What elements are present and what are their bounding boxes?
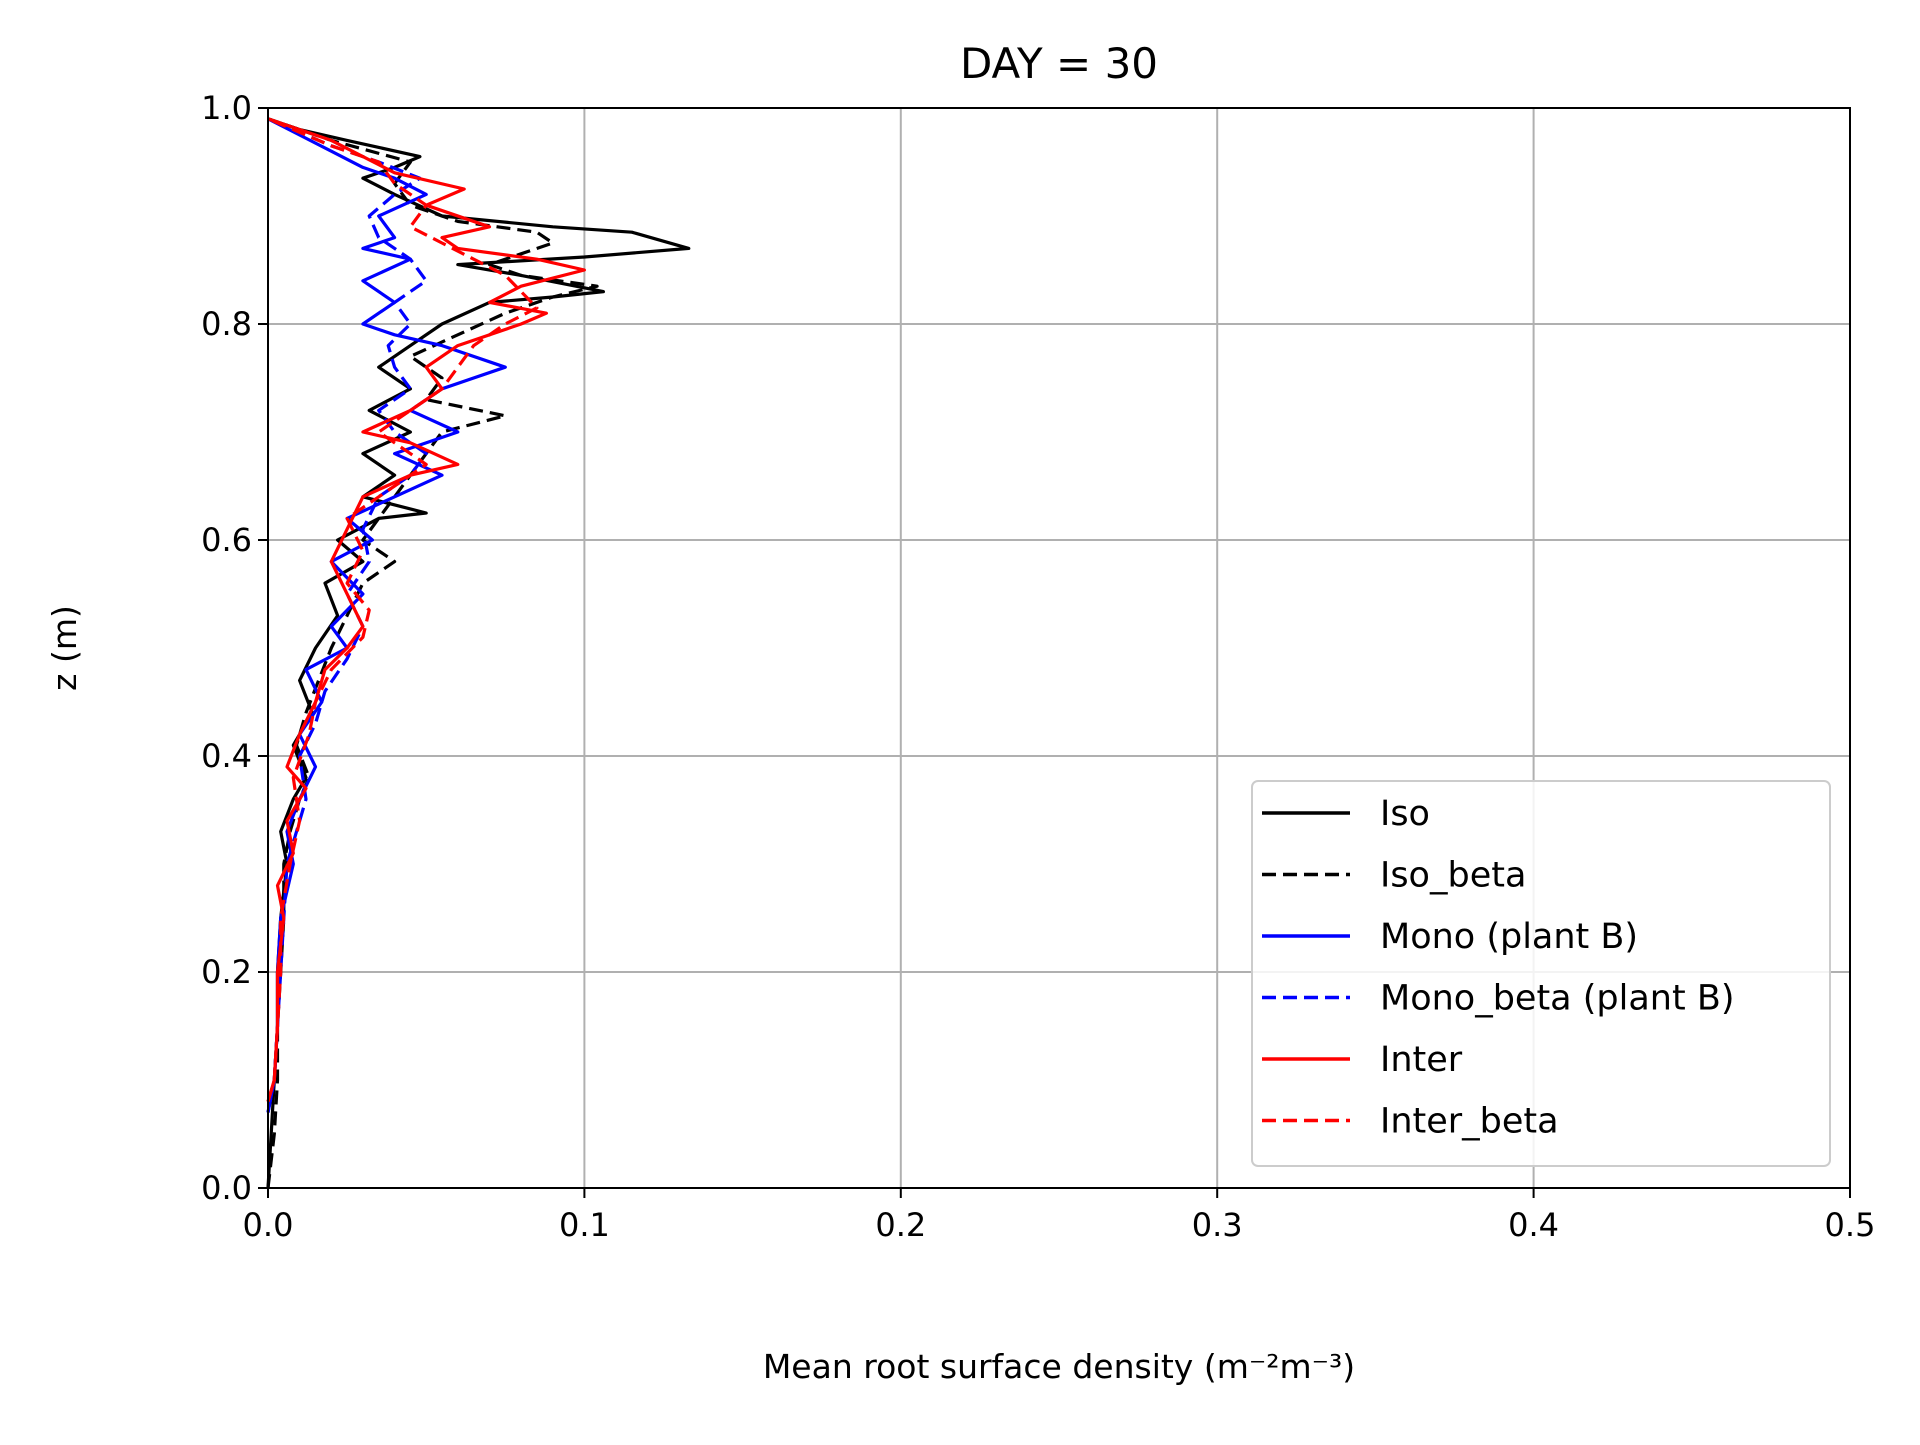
y-tick-label: 0.6 xyxy=(201,521,252,559)
series-line-iso xyxy=(266,117,691,1189)
x-tick-label: 0.3 xyxy=(1192,1206,1243,1244)
x-tick-label: 0.4 xyxy=(1508,1206,1559,1244)
legend: Iso Iso_beta Mono (plant B) Mono_beta (plan… xyxy=(1251,780,1831,1167)
y-tick-label: 0.0 xyxy=(201,1169,252,1207)
x-axis-label: Mean root surface density (m⁻²m⁻³) xyxy=(763,1347,1355,1386)
legend-label: Inter_beta xyxy=(1380,1102,1559,1142)
x-tick-label: 0.0 xyxy=(243,1206,294,1244)
series-line-inter-beta xyxy=(266,117,539,1103)
legend-frame xyxy=(1251,780,1831,1167)
plot-frame xyxy=(267,107,1851,1189)
legend-label: Inter xyxy=(1380,1040,1463,1080)
x-tick-label: 0.2 xyxy=(875,1206,926,1244)
chart-title: DAY = 30 xyxy=(960,39,1158,88)
legend-label: Iso_beta xyxy=(1380,856,1526,896)
series-layer xyxy=(266,117,691,1189)
legend-label: Iso xyxy=(1380,794,1430,834)
y-axis-ticks: 0.0 0.2 0.4 0.6 0.8 1.0 xyxy=(201,89,268,1207)
series-line-mono-beta-plant-b xyxy=(266,117,428,1113)
y-tick-label: 0.2 xyxy=(201,953,252,991)
y-tick-label: 0.4 xyxy=(201,737,252,775)
grid-lines xyxy=(267,107,1851,1189)
y-tick-label: 1.0 xyxy=(201,89,252,127)
series-line-inter xyxy=(266,117,587,1103)
y-tick-label: 0.8 xyxy=(201,305,252,343)
x-axis-ticks: 0.0 0.1 0.2 0.3 0.4 0.5 xyxy=(243,1188,1876,1244)
y-axis-label: z (m) xyxy=(45,605,84,691)
x-tick-label: 0.1 xyxy=(559,1206,610,1244)
x-tick-label: 0.5 xyxy=(1825,1206,1876,1244)
legend-label: Mono (plant B) xyxy=(1380,917,1638,957)
legend-label: Mono_beta (plant B) xyxy=(1380,979,1735,1019)
